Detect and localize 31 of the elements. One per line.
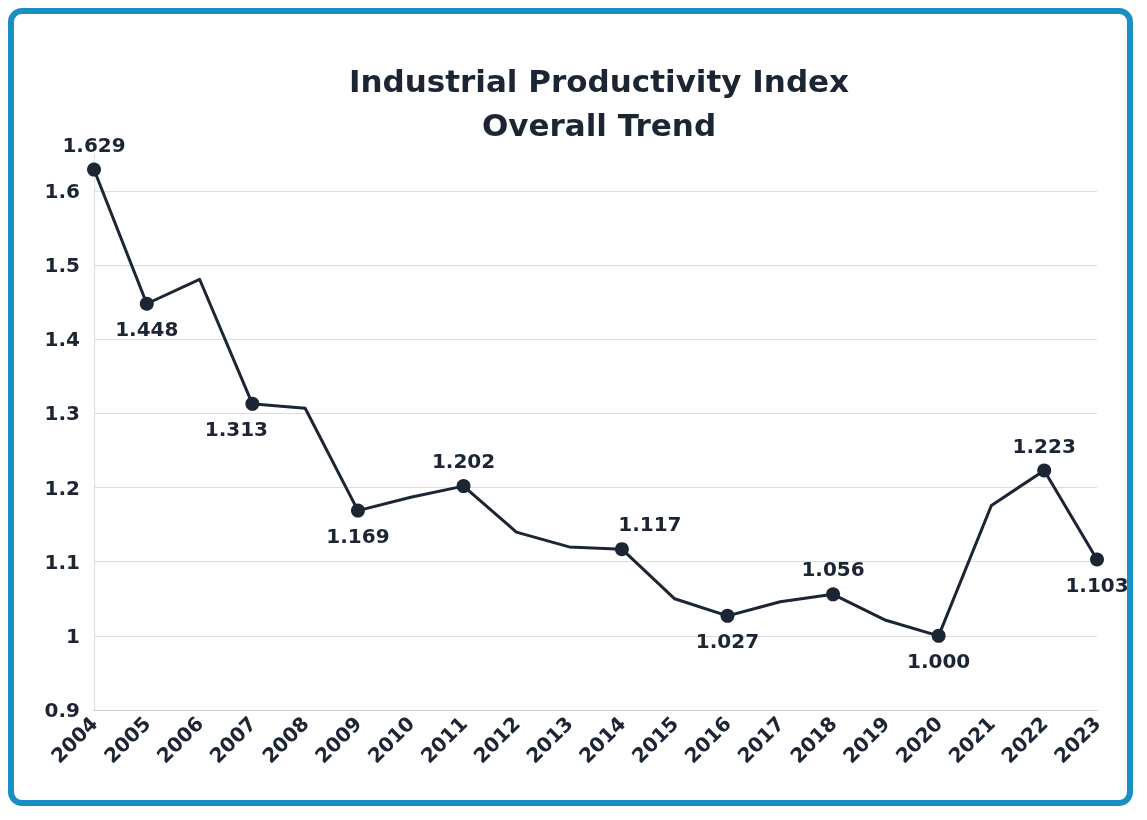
data-label: 1.056 [801, 557, 865, 582]
data-label: 1.103 [1065, 572, 1129, 597]
data-label: 1.000 [907, 648, 971, 673]
data-label: 1.448 [115, 316, 179, 341]
data-label: 1.313 [204, 416, 268, 441]
y-tick-label: 1.2 [44, 475, 80, 500]
point [614, 542, 629, 557]
y-tick-label: 0.9 [44, 698, 80, 722]
y-tick-label: 1.6 [44, 179, 80, 204]
data-label: 1.117 [618, 512, 682, 537]
y-tick-label: 1.1 [44, 549, 80, 574]
point [139, 296, 154, 311]
data-label: 1.169 [326, 523, 390, 548]
point [245, 396, 260, 411]
point [720, 608, 735, 623]
data-label: 1.629 [62, 132, 126, 157]
point [931, 628, 946, 643]
point [350, 503, 365, 518]
point [87, 162, 101, 177]
data-label: 1.027 [695, 628, 760, 653]
y-tick-label: 1 [66, 623, 80, 648]
data-label: 1.202 [431, 449, 496, 474]
point [456, 479, 471, 494]
y-tick-label: 1.5 [44, 253, 80, 278]
chart-title: Industrial Productivity Index Overall Trend [348, 63, 850, 143]
y-tick-label: 1.4 [44, 327, 80, 352]
point [1090, 552, 1104, 567]
data-label: 1.223 [1012, 433, 1076, 458]
y-tick-label: 1.3 [44, 401, 80, 426]
point [826, 587, 841, 602]
point [1037, 463, 1052, 478]
